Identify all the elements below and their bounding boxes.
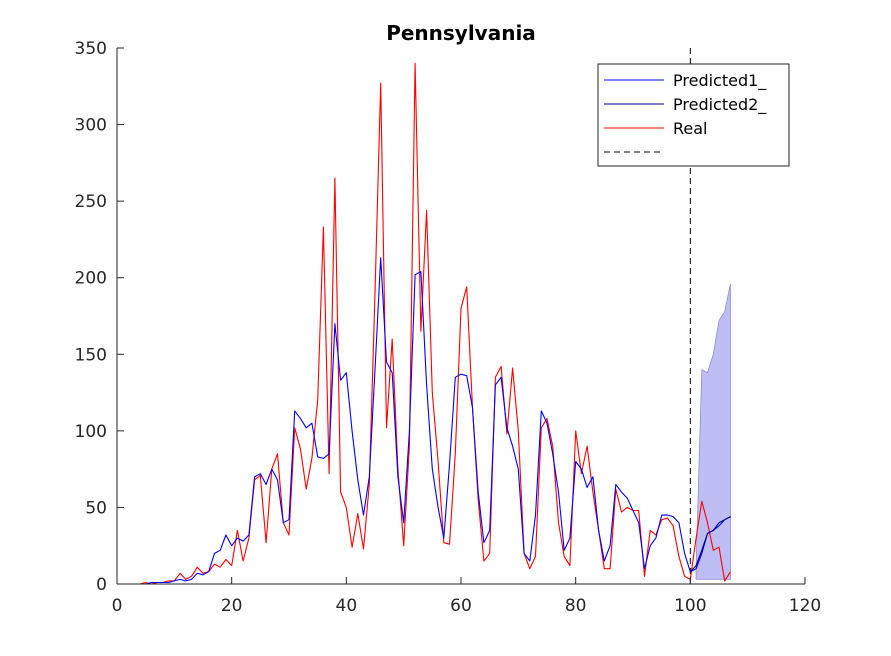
prediction-band bbox=[695, 283, 731, 580]
legend-label: Predicted1_ bbox=[673, 71, 767, 91]
legend-label: Predicted2_ bbox=[673, 95, 767, 115]
legend: Predicted1_ Predicted2_ Real bbox=[597, 63, 790, 167]
series-line-real bbox=[122, 62, 731, 585]
series-line-predicted1 bbox=[122, 257, 731, 585]
y-tick-label: 300 bbox=[75, 116, 107, 136]
chart-title: Pennsylvania bbox=[386, 21, 536, 45]
y-tick-label: 350 bbox=[75, 39, 107, 59]
legend-label: Real bbox=[673, 119, 708, 138]
y-tick-label: 250 bbox=[75, 192, 107, 212]
y-tick-label: 0 bbox=[96, 575, 107, 595]
plot-area bbox=[122, 48, 731, 585]
x-tick-label: 40 bbox=[336, 596, 358, 616]
x-tick-label: 100 bbox=[674, 596, 706, 616]
y-tick-label: 150 bbox=[75, 345, 107, 365]
y-tick-label: 200 bbox=[75, 269, 107, 289]
series-line-predicted2 bbox=[689, 516, 731, 573]
y-tick-label: 100 bbox=[75, 422, 107, 442]
x-tick-label: 120 bbox=[789, 596, 821, 616]
x-tick-label: 0 bbox=[112, 596, 123, 616]
x-tick-label: 80 bbox=[565, 596, 587, 616]
x-tick-label: 60 bbox=[450, 596, 472, 616]
y-tick-label: 50 bbox=[85, 498, 107, 518]
x-tick-label: 20 bbox=[221, 596, 243, 616]
axes: 0 20 40 60 80 100 120 0 50 100 150 200 250 300 350 bbox=[75, 39, 822, 616]
legend-box bbox=[597, 63, 790, 167]
